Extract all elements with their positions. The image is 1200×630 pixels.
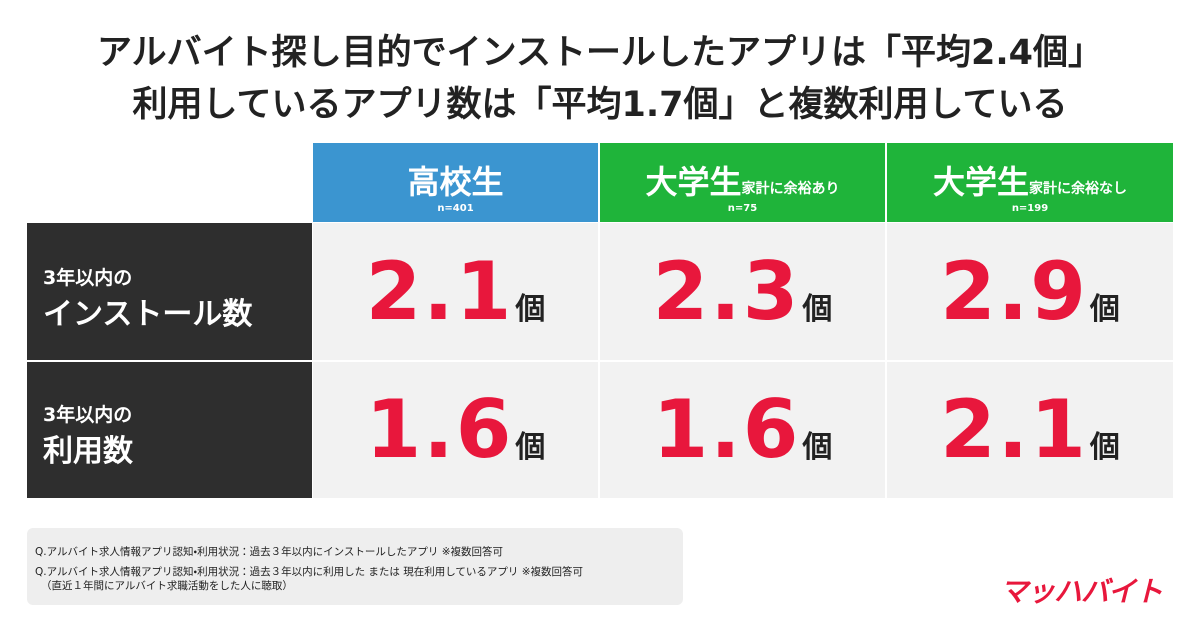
column-name: 大学生家計に余裕なし xyxy=(932,163,1127,201)
cell: 2.1個 xyxy=(887,362,1173,498)
cell: 1.6個 xyxy=(600,362,885,498)
title: アルバイト探し目的でインストールしたアプリは「平均2.4個」 xyxy=(97,33,1103,73)
cell: 2.3個 xyxy=(600,223,885,360)
column-name: 高校生 xyxy=(407,163,504,201)
value: 1.6 xyxy=(652,383,801,476)
cell: 2.1個 xyxy=(313,223,598,360)
unit: 個 xyxy=(1089,430,1120,465)
row-label-main: 利用数 xyxy=(43,434,133,469)
row-label-main: インストール数 xyxy=(43,297,253,332)
value: 2.9 xyxy=(940,245,1088,338)
sample-size: n=75 xyxy=(727,203,758,214)
value: 2.3 xyxy=(652,245,801,338)
title: 利用しているアプリ数は「平均1.7個」と複数利用している xyxy=(132,85,1068,125)
value: 2.1 xyxy=(940,383,1088,476)
cell: 1.6個 xyxy=(313,362,598,498)
footnote-line: Q.アルバイト求人情報アプリ認知・利用状況：過去３年以内にインストールしたアプリ… xyxy=(35,546,503,558)
unit: 個 xyxy=(515,430,546,465)
unit: 個 xyxy=(1089,292,1120,327)
row-label: 3年以内の 利用数 xyxy=(27,362,312,498)
column-header: 大学生家計に余裕なし n=199 xyxy=(887,143,1173,222)
column-note: 家計に余裕あり xyxy=(741,181,840,197)
logo: マッハバイト xyxy=(1000,575,1163,608)
column-header: 大学生家計に余裕あり n=75 xyxy=(600,143,885,222)
unit: 個 xyxy=(802,292,833,327)
cell: 2.9個 xyxy=(887,223,1173,360)
sample-size: n=401 xyxy=(437,203,474,214)
footnote: Q.アルバイト求人情報アプリ認知・利用状況：過去３年以内にインストールしたアプリ… xyxy=(27,528,683,605)
row-label: 3年以内の インストール数 xyxy=(27,223,312,360)
value: 1.6 xyxy=(365,383,514,476)
unit: 個 xyxy=(515,292,546,327)
column-header: 高校生 n=401 xyxy=(313,143,598,222)
footnote-line: （直近１年間にアルバイト求職活動をした人に聴取） xyxy=(41,580,293,592)
row-label-top: 3年以内の xyxy=(43,404,133,426)
row-label-top: 3年以内の xyxy=(43,267,133,289)
sample-size: n=199 xyxy=(1011,203,1049,214)
column-name: 大学生家計に余裕あり xyxy=(645,163,840,201)
value: 2.1 xyxy=(365,245,514,338)
unit: 個 xyxy=(802,430,833,465)
column-note: 家計に余裕なし xyxy=(1029,181,1127,197)
footnote-line: Q.アルバイト求人情報アプリ認知・利用状況：過去３年以内に利用した または 現在… xyxy=(35,566,584,578)
